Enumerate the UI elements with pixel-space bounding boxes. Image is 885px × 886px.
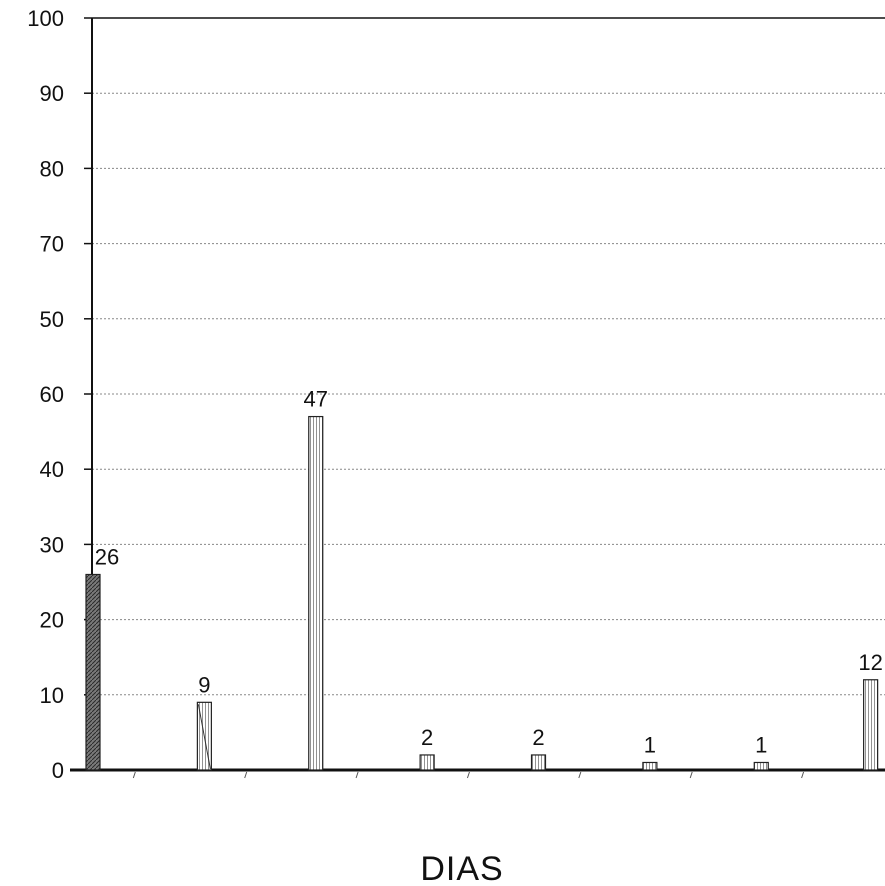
y-tick-label: 10: [40, 683, 64, 708]
data-label: 47: [304, 387, 328, 412]
y-tick-labels: 0 10 20 30 40 60 50 70 80 90 100: [27, 6, 64, 783]
bar: [308, 415, 324, 771]
x-tick-mark: [578, 771, 582, 779]
data-labels: 26 9 47 2 2 1 1 12: [95, 387, 883, 758]
bar: [85, 573, 101, 771]
x-tick-mark: [132, 771, 136, 779]
y-tick-label: 40: [40, 457, 64, 482]
data-label: 1: [755, 732, 767, 757]
y-tick-label: 90: [40, 81, 64, 106]
data-label: 9: [198, 672, 210, 697]
x-tick-mark: [355, 771, 359, 779]
bar: [530, 754, 547, 771]
bar: [863, 679, 879, 771]
y-tick-label: 80: [40, 156, 64, 181]
x-tick-mark: [801, 771, 805, 779]
data-label: 26: [95, 544, 119, 569]
y-tick-label: 50: [40, 307, 64, 332]
bars: [85, 415, 879, 771]
data-label: 12: [858, 650, 882, 675]
y-tick-label: 0: [52, 758, 64, 783]
data-label: 2: [421, 725, 433, 750]
gridlines: [92, 17, 885, 696]
y-tick-label: 30: [40, 532, 64, 557]
x-ticks: [132, 771, 805, 779]
bar: [753, 761, 769, 771]
y-tick-label: 70: [40, 232, 64, 257]
y-tick-label: 60: [40, 382, 64, 407]
x-tick-mark: [244, 771, 248, 779]
y-tick-label: 20: [40, 608, 64, 633]
bar: [419, 754, 435, 771]
x-tick-mark: [689, 771, 693, 779]
data-label: 2: [532, 725, 544, 750]
y-tick-label: 100: [27, 6, 64, 31]
bar: [642, 761, 658, 771]
x-tick-mark: [466, 771, 470, 779]
bar-hatch: [197, 704, 211, 770]
x-axis-label: DIAS: [420, 850, 503, 886]
data-label: 1: [644, 732, 656, 757]
